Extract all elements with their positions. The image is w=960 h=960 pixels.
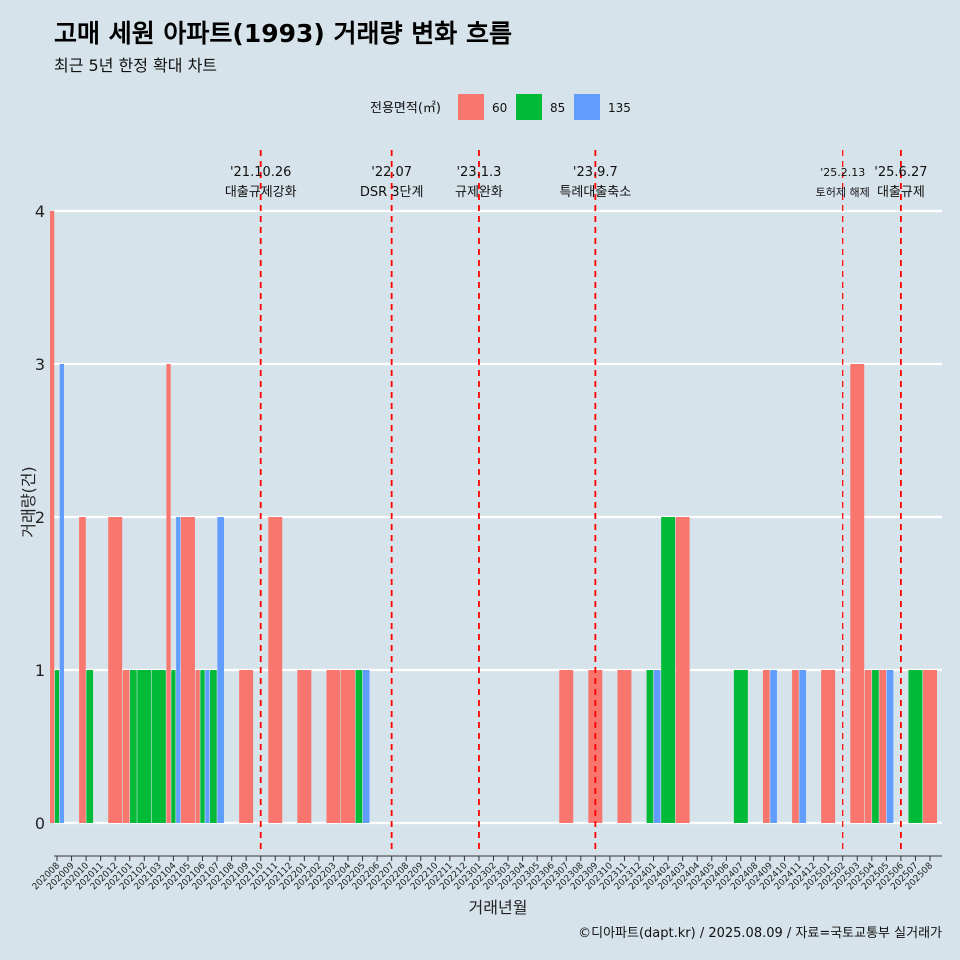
bar bbox=[908, 670, 923, 823]
bar bbox=[850, 364, 865, 823]
bar bbox=[195, 670, 200, 823]
y-tick-label: 0 bbox=[35, 814, 45, 833]
legend-label: 135 bbox=[608, 101, 631, 115]
bar bbox=[171, 670, 176, 823]
bar bbox=[675, 517, 690, 823]
y-tick-label: 3 bbox=[35, 355, 45, 374]
bar bbox=[166, 364, 171, 823]
event-desc-label: 대출규제강화 bbox=[225, 185, 297, 200]
bar bbox=[54, 670, 60, 823]
legend-swatch bbox=[516, 94, 542, 120]
event-date-label: '21.10.26 bbox=[230, 165, 291, 180]
bar bbox=[770, 670, 777, 823]
chart-subtitle: 최근 5년 한정 확대 차트 bbox=[54, 56, 218, 75]
legend-label: 85 bbox=[550, 101, 565, 115]
bar bbox=[872, 670, 879, 823]
bar bbox=[137, 670, 152, 823]
bar bbox=[886, 670, 894, 823]
bar bbox=[151, 670, 166, 823]
event-date-label: '25.6.27 bbox=[874, 165, 927, 180]
bar bbox=[239, 670, 254, 823]
bar bbox=[362, 670, 370, 823]
event-date-label: '25.2.13 bbox=[820, 166, 865, 179]
bar bbox=[661, 517, 676, 823]
bar bbox=[176, 517, 181, 823]
bar bbox=[108, 517, 123, 823]
bar bbox=[864, 670, 872, 823]
bar bbox=[341, 670, 355, 823]
bar bbox=[879, 670, 887, 823]
bar bbox=[799, 670, 807, 823]
legend-label: 60 bbox=[492, 101, 507, 115]
bar bbox=[59, 364, 64, 823]
event-desc-label: 토허제 해제 bbox=[816, 185, 870, 199]
bar bbox=[86, 670, 94, 823]
bar bbox=[653, 670, 661, 823]
bar bbox=[130, 670, 137, 823]
event-desc-label: 대출규제 bbox=[877, 185, 925, 200]
bar bbox=[205, 670, 210, 823]
legend-swatch bbox=[458, 94, 484, 120]
bar bbox=[268, 517, 283, 823]
y-tick-label: 1 bbox=[35, 661, 45, 680]
bar bbox=[326, 670, 341, 823]
bar bbox=[50, 211, 55, 823]
bar bbox=[297, 670, 312, 823]
source-caption: ©디아파트(dapt.kr) / 2025.08.09 / 자료=국토교통부 실… bbox=[578, 926, 942, 941]
bar bbox=[217, 517, 225, 823]
x-axis-title: 거래년월 bbox=[469, 898, 528, 917]
y-axis-title: 거래량(건) bbox=[19, 466, 38, 537]
chart-title: 고매 세원 아파트(1993) 거래량 변화 흐름 bbox=[54, 19, 512, 48]
event-date-label: '23.9.7 bbox=[573, 165, 618, 180]
bar bbox=[355, 670, 363, 823]
bar bbox=[180, 517, 195, 823]
bar bbox=[559, 670, 574, 823]
event-date-label: '23.1.3 bbox=[456, 165, 501, 180]
y-tick-label: 4 bbox=[35, 202, 45, 221]
event-date-label: '22.07 bbox=[371, 165, 412, 180]
y-tick-label: 2 bbox=[35, 508, 45, 527]
legend-swatch bbox=[574, 94, 600, 120]
bar bbox=[821, 670, 836, 823]
bar bbox=[762, 670, 770, 823]
bar bbox=[923, 670, 937, 823]
legend-title: 전용면적(㎡) bbox=[370, 101, 441, 116]
event-desc-label: DSR 3단계 bbox=[360, 185, 424, 200]
event-desc-label: 규제완화 bbox=[455, 185, 503, 200]
bar bbox=[617, 670, 632, 823]
event-desc-label: 특례대출축소 bbox=[559, 185, 631, 200]
bar bbox=[122, 670, 130, 823]
bar bbox=[733, 670, 748, 823]
bar bbox=[200, 670, 205, 823]
bar bbox=[210, 670, 217, 823]
bar bbox=[79, 517, 86, 823]
bar bbox=[792, 670, 799, 823]
bar bbox=[646, 670, 654, 823]
